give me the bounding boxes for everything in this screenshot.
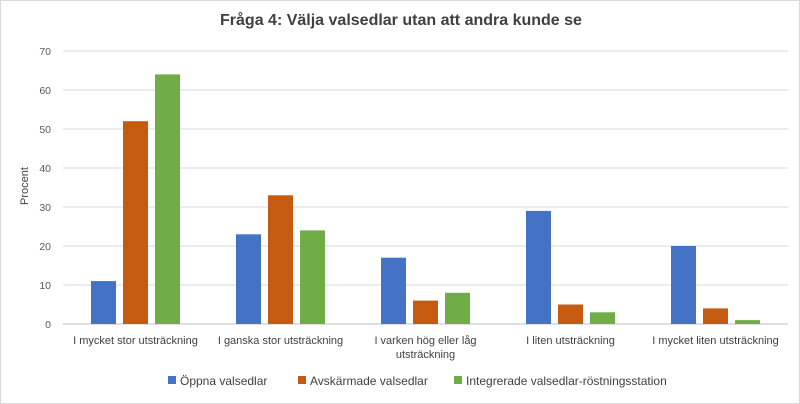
y-tick-label: 50: [39, 124, 51, 136]
y-tick-label: 0: [45, 319, 51, 331]
x-category-label: I mycket stor utsträckning: [73, 335, 198, 347]
y-tick-label: 60: [39, 85, 51, 97]
bar: [526, 210, 551, 324]
bar: [558, 304, 583, 324]
bar: [590, 312, 615, 324]
y-axis-ticks: 0 10 20 30 40 50 60 70: [39, 46, 51, 331]
bar: [155, 74, 180, 325]
legend-label: Öppna valsedlar: [180, 374, 267, 388]
x-category-label: I mycket liten utsträckning: [652, 335, 779, 347]
bar: [735, 320, 760, 324]
bar: [671, 246, 696, 324]
y-tick-label: 20: [39, 241, 51, 253]
bar: [381, 257, 406, 324]
bar: [703, 308, 728, 324]
y-tick-label: 70: [39, 46, 51, 58]
bar: [268, 195, 293, 324]
legend-swatch: [298, 376, 306, 384]
x-category-label: I liten utsträckning: [526, 335, 615, 347]
y-tick-label: 30: [39, 202, 51, 214]
x-axis-categories: I mycket stor utsträckning I ganska stor …: [73, 335, 779, 361]
legend: Öppna valsedlar Avskärmade valsedlar Integ…: [168, 374, 667, 388]
bar: [123, 121, 148, 324]
gridlines: [63, 50, 788, 325]
bar: [91, 281, 116, 324]
y-tick-label: 40: [39, 163, 51, 175]
y-tick-label: 10: [39, 280, 51, 292]
legend-label: Avskärmade valsedlar: [310, 374, 428, 388]
bar: [413, 300, 438, 324]
chart-title: Fråga 4: Välja valsedlar utan att andra …: [220, 11, 582, 29]
bar: [300, 230, 325, 324]
legend-swatch: [168, 376, 176, 384]
bar: [445, 292, 470, 324]
x-category-label: I varken hög eller låg utsträckning: [374, 335, 476, 361]
x-category-label: I ganska stor utsträckning: [218, 335, 343, 347]
bar: [236, 234, 261, 324]
bars: [91, 74, 760, 325]
legend-swatch: [454, 376, 462, 384]
legend-label: Integrerade valsedlar-röstningsstation: [466, 374, 667, 388]
y-axis-title: Procent: [19, 167, 31, 205]
